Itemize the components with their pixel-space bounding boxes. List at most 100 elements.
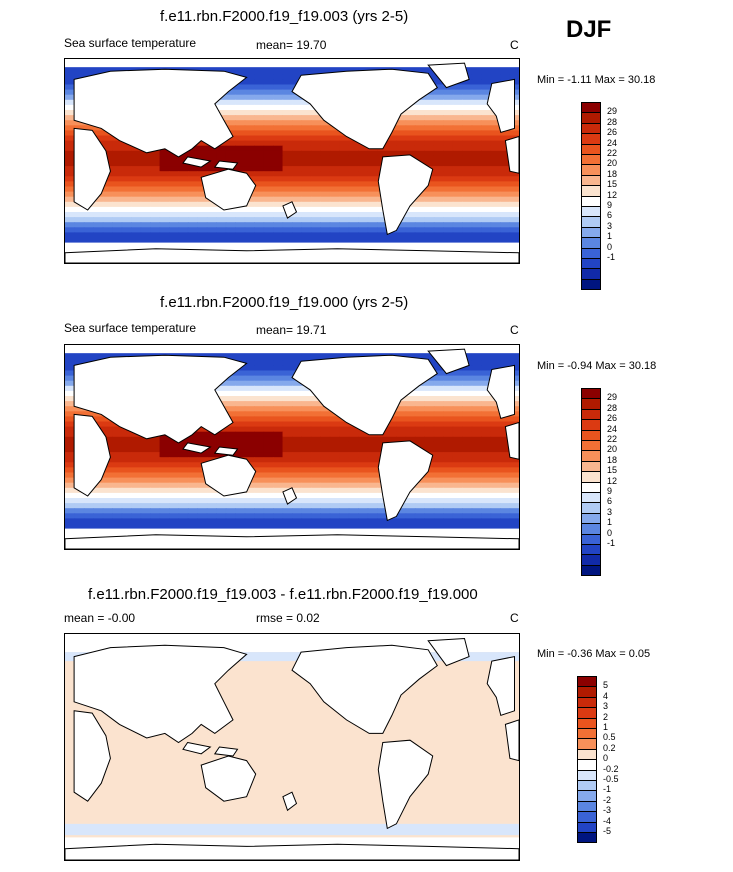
landmass [427,637,470,667]
colorbar-label: 3 [603,701,609,712]
colorbar-swatch [577,717,597,729]
landmass [486,364,515,420]
landmass [200,454,257,497]
colorbar-label: 6 [607,210,613,221]
landmass [200,168,257,211]
colorbar-swatch [581,216,601,228]
colorbar-swatch [577,738,597,750]
landmass [73,413,111,497]
panel-2-title: f.e11.rbn.F2000.f19_f19.000 (yrs 2-5) [160,294,409,311]
colorbar-label: -4 [603,815,612,826]
colorbar-label: 24 [607,423,618,434]
landmass [65,534,519,549]
colorbar-label: 1 [603,722,609,732]
colorbar-swatch [577,832,597,844]
panel-2-minmax: Min = -0.94 Max = 30.18 [537,360,657,372]
landmass [486,78,515,134]
colorbar-swatch [581,398,601,410]
landmass [377,739,434,830]
panel-1-map [64,58,520,264]
colorbar-label: 0 [607,527,613,538]
colorbar-swatch [577,707,597,719]
colorbar-swatch [581,112,601,124]
panel-3-minmax: Min = -0.36 Max = 0.05 [537,648,651,660]
colorbar-label: 28 [607,116,618,127]
landmass [504,421,519,460]
colorbar-swatch [581,237,601,249]
panel-3-title: f.e11.rbn.F2000.f19_f19.003 - f.e11.rbn.… [88,586,478,603]
colorbar-label: -0.5 [603,774,619,784]
colorbar-swatch [581,440,601,452]
colorbar-swatch [577,759,597,771]
colorbar-swatch [577,821,597,833]
colorbar-label: 0.2 [603,742,616,753]
colorbar-swatch [581,492,601,504]
landmass [213,746,239,757]
colorbar-swatch [581,523,601,535]
landmass [73,710,111,802]
colorbar-label: 18 [607,168,618,179]
colorbar-swatch [577,728,597,740]
landmass [182,741,212,755]
colorbar-swatch [581,247,601,259]
colorbar-swatch [581,408,601,421]
colorbar-label: 2 [603,711,609,722]
colorbar-swatch [581,268,601,280]
colorbar-label: 0 [603,753,609,764]
panel-1-minmax: Min = -1.11 Max = 30.18 [537,74,656,86]
colorbar-label: 9 [607,200,613,210]
landmass [291,68,438,150]
panel-2-mean: mean= 19.71 [256,323,327,337]
colorbar-label: -1 [607,252,616,262]
colorbar-swatch [581,143,601,155]
colorbar-swatch [581,258,601,270]
landmass [282,791,298,812]
colorbar-label: 0 [607,241,613,252]
panel-1-mean: mean= 19.70 [256,38,327,52]
colorbar-label: 12 [607,189,618,200]
colorbar-swatch [581,122,601,135]
landmass [377,154,434,236]
colorbar-swatch [581,544,601,556]
landmass [377,440,434,522]
colorbar-label: 24 [607,137,618,148]
colorbar-label: -2 [603,794,612,805]
colorbar-label: 29 [607,392,618,403]
landmass [65,843,519,860]
colorbar-swatch [581,471,601,483]
colorbar-swatch [581,206,601,218]
colorbar-swatch [581,154,601,166]
colorbar-label: 15 [607,179,618,190]
colorbar-label: -3 [603,805,612,816]
colorbar-label: 22 [607,148,618,158]
landmass [73,354,248,444]
colorbar-swatch [581,195,601,207]
landmass [282,201,298,219]
colorbar-label: 26 [607,127,618,138]
panel-1-title: f.e11.rbn.F2000.f19_f19.003 (yrs 2-5) [160,8,409,25]
colorbar-swatch [581,512,601,525]
colorbar-label: 12 [607,475,618,486]
colorbar-label: 29 [607,106,618,117]
colorbar-swatch [581,554,601,566]
colorbar-label: 1 [607,517,613,528]
colorbar-swatch [577,748,597,761]
landmass [182,156,212,168]
panel-1-units: C [510,38,519,52]
landmass [427,348,470,375]
colorbar-swatch [581,419,601,431]
colorbar-swatch [581,450,601,462]
colorbar-swatch [577,769,597,781]
colorbar-label: 9 [607,486,613,496]
colorbar-label: 18 [607,454,618,465]
colorbar-label: -1 [607,538,616,548]
landmass [182,442,212,454]
panel-3-mean: mean = -0.00 [64,611,136,625]
colorbar-swatch [581,460,601,473]
landmass [73,68,248,158]
colorbar-swatch [577,800,597,813]
landmass [213,446,239,456]
colorbar-swatch [581,226,601,239]
colorbar-swatch [581,481,601,493]
colorbar-label: 20 [607,444,618,455]
